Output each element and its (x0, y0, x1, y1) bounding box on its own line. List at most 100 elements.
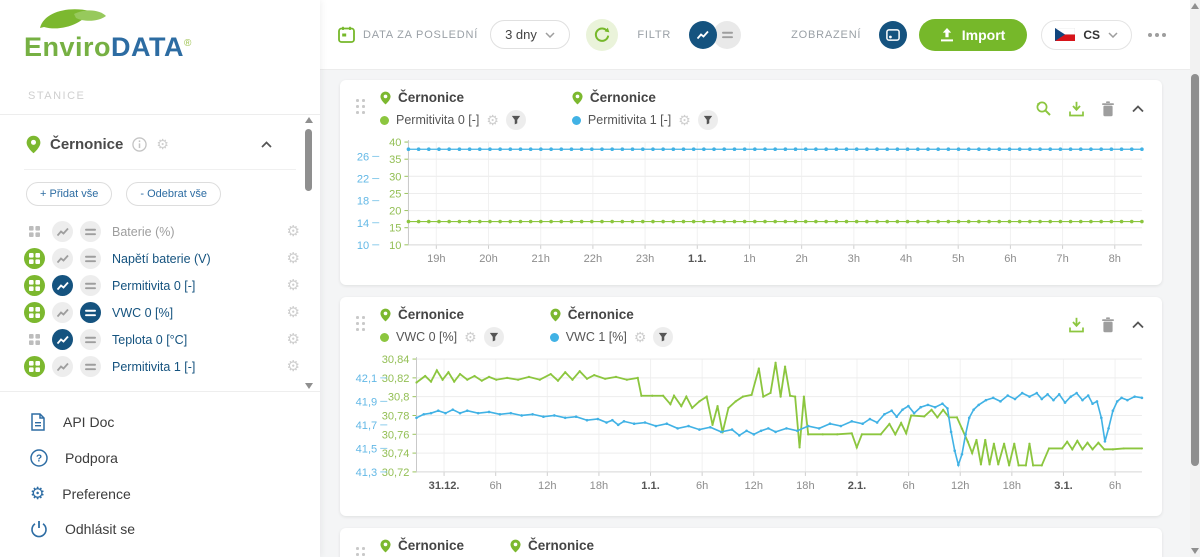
chevron-down-icon (545, 32, 555, 38)
svg-text:10: 10 (389, 240, 401, 252)
series-color-dot (550, 333, 559, 342)
sensor-settings-gear-icon[interactable]: ⚙ (287, 359, 300, 374)
delete-trash-icon[interactable] (1101, 317, 1115, 333)
scroll-down-arrow-icon[interactable] (1191, 548, 1199, 554)
svg-text:6h: 6h (490, 480, 502, 492)
czech-flag-icon (1055, 28, 1075, 41)
sensor-settings-gear-icon[interactable]: ⚙ (287, 278, 300, 293)
drag-handle-icon[interactable] (356, 99, 366, 115)
filter-average-toggle[interactable] (713, 21, 741, 49)
line-chart-icon[interactable] (52, 248, 73, 269)
add-all-button[interactable]: + Přidat vše (26, 182, 112, 206)
series-filter-funnel-icon[interactable] (653, 327, 673, 347)
line-chart-icon[interactable] (52, 356, 73, 377)
series-color-dot (572, 116, 581, 125)
series-label: VWC 1 [%] (566, 330, 627, 344)
grid-view-icon[interactable] (24, 248, 45, 269)
remove-all-button[interactable]: - Odebrat vše (126, 182, 221, 206)
svg-text:30,74: 30,74 (382, 448, 410, 460)
collapse-chevron-icon[interactable] (1132, 105, 1144, 113)
collapse-chevron-icon[interactable] (1132, 321, 1144, 329)
drag-handle-icon[interactable] (356, 547, 366, 557)
line-chart-icon[interactable] (52, 221, 73, 242)
sensor-settings-gear-icon[interactable]: ⚙ (287, 332, 300, 347)
svg-text:8h: 8h (1109, 253, 1121, 265)
svg-text:6h: 6h (696, 480, 708, 492)
series-filter-funnel-icon[interactable] (484, 327, 504, 347)
series-settings-gear-icon[interactable]: ⚙ (634, 330, 647, 344)
svg-text:15: 15 (389, 223, 401, 235)
info-icon[interactable] (132, 137, 147, 152)
sensor-settings-gear-icon[interactable]: ⚙ (287, 251, 300, 266)
language-select[interactable]: CS (1041, 20, 1132, 50)
support-link[interactable]: ? Podpora (0, 440, 320, 476)
period-select[interactable]: 3 dny (490, 20, 570, 49)
svg-text:41,7: 41,7 (356, 420, 378, 432)
refresh-button[interactable] (586, 19, 618, 51)
scroll-up-arrow-icon[interactable] (1191, 3, 1199, 9)
average-icon[interactable] (80, 221, 101, 242)
svg-text:41,3: 41,3 (356, 467, 378, 479)
download-icon[interactable] (1069, 317, 1084, 333)
average-icon[interactable] (80, 329, 101, 350)
brand-part-2: DATA (111, 32, 184, 62)
average-icon[interactable] (80, 275, 101, 296)
series-settings-gear-icon[interactable]: ⚙ (678, 113, 691, 127)
svg-text:42,1: 42,1 (356, 373, 378, 385)
svg-text:21h: 21h (531, 253, 549, 265)
sensor-settings-gear-icon[interactable]: ⚙ (287, 224, 300, 239)
svg-text:22h: 22h (584, 253, 602, 265)
drag-handle-icon[interactable] (356, 316, 366, 332)
station-settings-gear-icon[interactable]: ⚙ (156, 137, 169, 151)
station-collapse-chevron-icon[interactable] (261, 141, 272, 148)
line-chart-icon[interactable] (52, 275, 73, 296)
series-filter-funnel-icon[interactable] (506, 110, 526, 130)
scrollbar-thumb[interactable] (1191, 74, 1199, 466)
link-label: Podpora (65, 450, 118, 466)
filter-line-toggle[interactable] (689, 21, 717, 49)
chart-card-partial: Černonice Černonice (340, 528, 1162, 557)
sidebar-scrollbar[interactable] (304, 117, 313, 389)
line-chart-icon[interactable] (52, 302, 73, 323)
calendar-icon (338, 26, 355, 43)
grid-view-icon[interactable] (24, 221, 45, 242)
location-pin-icon (550, 308, 561, 322)
logout-link[interactable]: Odhlásit se (0, 511, 320, 547)
page-scrollbar[interactable] (1190, 0, 1200, 557)
scrollbar-thumb[interactable] (305, 129, 312, 191)
preferences-link[interactable]: ⚙ Preference (0, 476, 320, 511)
vwc-chart-canvas[interactable]: 31.12.6h12h18h1.1.6h12h18h2.1.6h12h18h3.… (352, 351, 1150, 512)
download-icon[interactable] (1069, 101, 1084, 117)
grid-view-icon[interactable] (24, 275, 45, 296)
sensor-row-napeti-baterie: Napětí baterie (V) ⚙ (0, 245, 320, 272)
svg-text:35: 35 (389, 154, 401, 166)
average-icon[interactable] (80, 248, 101, 269)
series-color-dot (380, 116, 389, 125)
sidebar-footer: API Doc ? Podpora ⚙ Preference Odhlásit … (0, 391, 320, 557)
permitivita-chart-canvas[interactable]: 19h20h21h22h23h1.1.1h2h3h4h5h6h7h8h40353… (352, 134, 1150, 281)
scroll-up-arrow-icon[interactable] (305, 117, 313, 123)
delete-trash-icon[interactable] (1101, 101, 1115, 117)
import-button[interactable]: Import (919, 19, 1028, 51)
sensor-settings-gear-icon[interactable]: ⚙ (287, 305, 300, 320)
import-label: Import (962, 27, 1006, 43)
svg-text:30,8: 30,8 (388, 392, 410, 404)
grid-view-icon[interactable] (24, 329, 45, 350)
average-icon[interactable] (80, 302, 101, 323)
svg-text:2h: 2h (795, 253, 807, 265)
series-station: Černonice (398, 538, 464, 553)
grid-view-icon[interactable] (24, 356, 45, 377)
series-settings-gear-icon[interactable]: ⚙ (486, 113, 499, 127)
svg-text:20h: 20h (479, 253, 497, 265)
display-mode-button[interactable] (879, 21, 907, 49)
series-settings-gear-icon[interactable]: ⚙ (464, 330, 477, 344)
series-station: Černonice (528, 538, 594, 553)
reset-zoom-icon[interactable] (1035, 100, 1052, 117)
average-icon[interactable] (80, 356, 101, 377)
api-doc-link[interactable]: API Doc (0, 404, 320, 440)
line-chart-icon[interactable] (52, 329, 73, 350)
series-filter-funnel-icon[interactable] (698, 110, 718, 130)
more-options-icon[interactable] (1148, 33, 1166, 37)
grid-view-icon[interactable] (24, 302, 45, 323)
scroll-down-arrow-icon[interactable] (305, 383, 313, 389)
